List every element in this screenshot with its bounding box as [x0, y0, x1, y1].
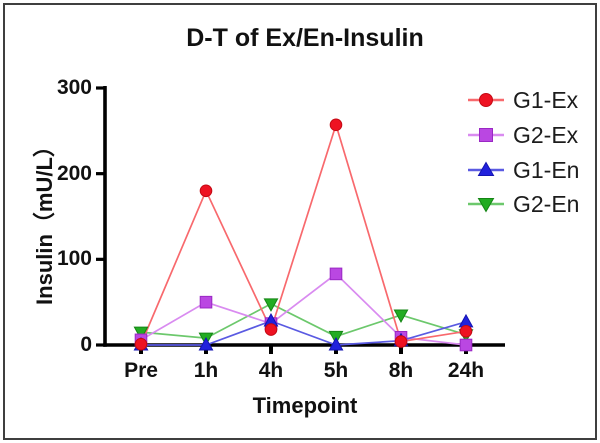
series-line-G2-Ex — [140, 272, 467, 346]
legend-row: G1-Ex — [466, 86, 579, 113]
marker-G1-En — [198, 336, 214, 351]
marker-G1-Ex — [134, 337, 148, 351]
legend-row: G2-En — [466, 190, 580, 217]
marker-G1-Ex — [199, 184, 213, 198]
series-line-G1-En — [141, 320, 467, 346]
legend-row: G2-Ex — [466, 121, 579, 148]
marker-G2-Ex — [459, 338, 473, 352]
legend-label: G1-En — [513, 156, 580, 183]
marker-G1-En — [328, 336, 344, 351]
series-line-G1-Ex — [140, 121, 467, 345]
legend-marker-circle-icon — [468, 93, 504, 107]
series-line-G2-En — [140, 302, 467, 340]
legend-label: G2-Ex — [513, 121, 579, 148]
marker-G2-Ex — [329, 267, 343, 281]
marker-G2-En — [133, 326, 149, 341]
chart-title: D-T of Ex/En-Insulin — [186, 24, 424, 52]
legend-label: G1-Ex — [513, 86, 579, 113]
marker-G2-En — [263, 298, 279, 312]
x-tick-label: 5h — [323, 359, 349, 382]
marker-G2-Ex — [199, 295, 213, 309]
legend-marker-square-icon — [468, 128, 504, 142]
marker-G1-Ex — [459, 324, 473, 338]
legend-marker-triangle-up-icon — [468, 161, 504, 176]
x-tick-label: Pre — [124, 359, 158, 382]
y-tick-label: 0 — [80, 333, 92, 356]
x-tick-label: 24h — [447, 359, 485, 382]
y-tick-label: 100 — [56, 247, 92, 271]
x-tick-label: 8h — [388, 359, 414, 382]
legend-marker-triangle-down-icon — [468, 198, 504, 213]
marker-G1-Ex — [329, 118, 343, 132]
y-tick-label: 300 — [56, 76, 92, 99]
x-tick-label: 1h — [193, 359, 219, 382]
marker-G1-Ex — [264, 323, 278, 336]
legend-row: G1-En — [466, 156, 580, 183]
x-axis-label: Timepoint — [252, 393, 358, 418]
marker-G2-En — [393, 309, 409, 324]
marker-G1-Ex — [394, 335, 408, 348]
legend-label: G2-En — [513, 190, 580, 217]
x-tick-label: 4h — [258, 359, 284, 382]
y-tick-label: 200 — [56, 161, 92, 185]
